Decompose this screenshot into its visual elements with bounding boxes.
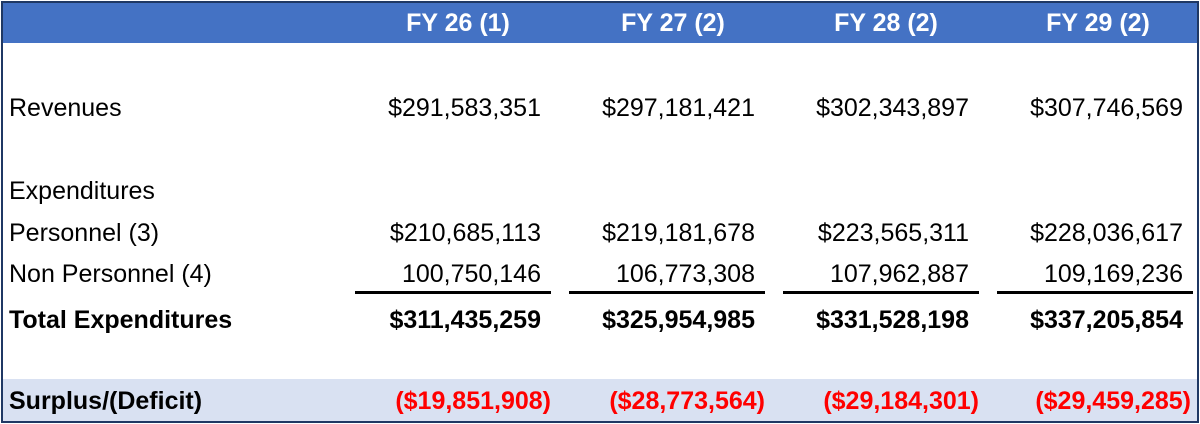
revenues-fy28: $302,343,897 [816,94,969,122]
column-header-fy26: FY 26 (1) [406,9,510,37]
row-label-non-personnel: Non Personnel (4) [9,260,212,288]
table-row-revenues: Revenues $291,583,351 $297,181,421 $302,… [3,89,1197,127]
surplus-deficit-fy29: ($29,459,285) [1035,387,1191,415]
row-label-surplus-deficit: Surplus/(Deficit) [9,387,203,415]
revenues-fy26: $291,583,351 [388,94,541,122]
revenues-fy29: $307,746,569 [1030,94,1183,122]
personnel-fy26: $210,685,113 [389,219,541,247]
table-row-surplus-deficit: Surplus/(Deficit) ($19,851,908) ($28,773… [3,382,1197,420]
table-row-personnel: Personnel (3) $210,685,113 $219,181,678 … [3,214,1197,252]
surplus-deficit-fy26: ($19,851,908) [395,387,551,415]
total-underline-fy28 [783,291,979,294]
total-expenditures-fy27: $325,954,985 [602,306,755,334]
total-expenditures-fy26: $311,435,259 [389,306,541,334]
total-underline-fy26 [355,291,551,294]
total-underline-fy27 [569,291,765,294]
row-label-total-expenditures: Total Expenditures [9,306,233,334]
total-underline-fy29 [997,291,1193,294]
total-expenditures-fy28: $331,528,198 [816,306,969,334]
row-label-revenues: Revenues [9,94,122,122]
personnel-fy27: $219,181,678 [602,219,755,247]
column-header-fy27: FY 27 (2) [621,9,725,37]
column-header-fy28: FY 28 (2) [834,9,938,37]
non-personnel-fy29: 109,169,236 [1043,260,1183,288]
table-header: FY 26 (1) FY 27 (2) FY 28 (2) FY 29 (2) [3,3,1197,43]
non-personnel-fy28: 107,962,887 [829,260,969,288]
surplus-deficit-fy27: ($28,773,564) [609,387,765,415]
surplus-deficit-fy28: ($29,184,301) [823,387,979,415]
row-label-expenditures: Expenditures [9,177,155,205]
row-label-personnel: Personnel (3) [9,219,160,247]
revenues-fy27: $297,181,421 [602,94,755,122]
column-header-fy29: FY 29 (2) [1046,9,1150,37]
total-expenditures-fy29: $337,205,854 [1030,306,1183,334]
table-row-total-expenditures: Total Expenditures $311,435,259 $325,954… [3,301,1197,339]
table-row-non-personnel: Non Personnel (4) 100,750,146 106,773,30… [3,255,1197,293]
non-personnel-fy27: 106,773,308 [615,260,755,288]
non-personnel-fy26: 100,750,146 [401,260,541,288]
personnel-fy29: $228,036,617 [1030,219,1183,247]
table-row-expenditures-heading: Expenditures [3,172,1197,210]
personnel-fy28: $223,565,311 [817,219,969,247]
surplus-deficit-band [3,379,1197,421]
